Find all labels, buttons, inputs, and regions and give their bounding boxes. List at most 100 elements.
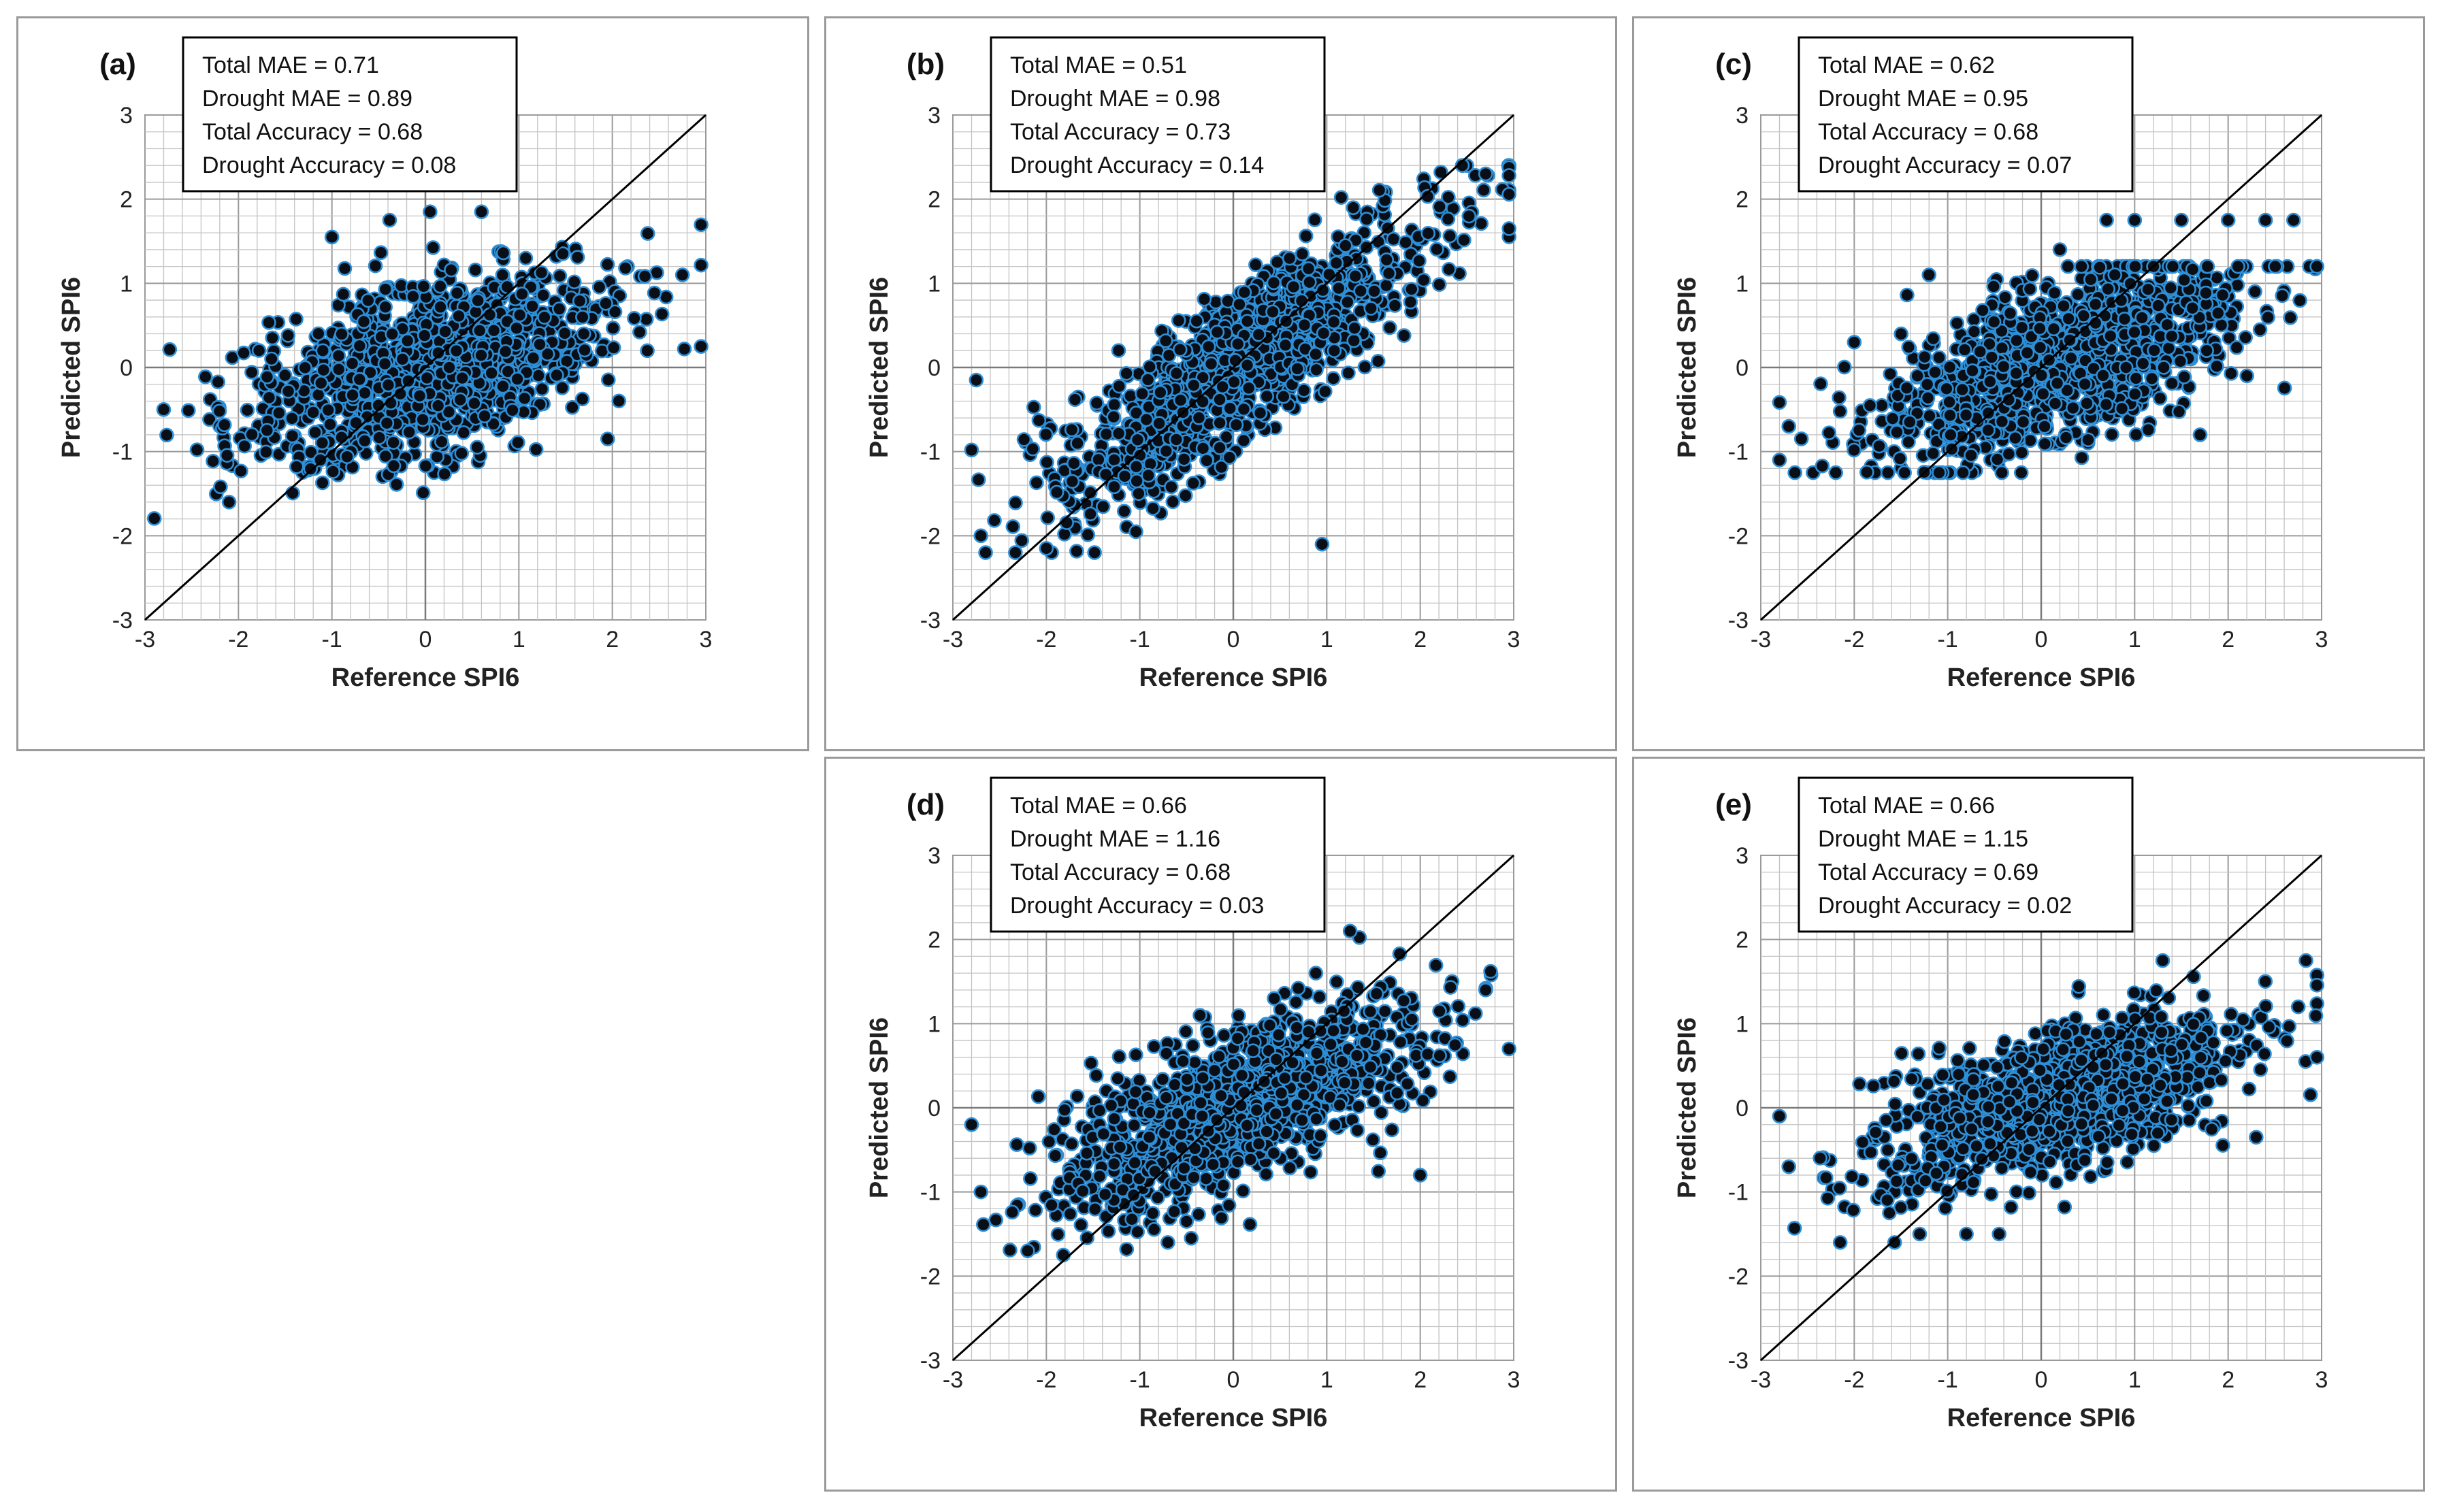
data-point [2134,310,2149,325]
data-point [1396,993,1412,1008]
data-point [598,296,613,311]
data-point [1994,323,2009,339]
panel-b: -3 -3 -2 -2 -1 -1 0 0 1 1 2 2 3 3 Reference SPI6 Predic… [824,16,1617,751]
chart-b-x-tick-label: 2 [1414,627,1427,653]
data-point [357,433,372,448]
data-point [1862,398,1878,413]
data-point [1176,452,1192,467]
data-point [1901,340,1917,355]
chart-a-x-tick-label: 1 [513,627,525,653]
data-point [2141,282,2156,297]
data-point [591,280,607,295]
data-point [2001,446,2017,462]
data-point [2118,360,2134,375]
data-point [216,417,232,433]
data-point [1239,314,1255,329]
data-point [528,442,544,457]
data-point [377,356,393,372]
data-point [1390,1059,1405,1075]
data-point [1222,450,1237,465]
data-point [1258,1166,1273,1182]
data-point [2210,306,2226,321]
chart-b-x-tick-label: -1 [1130,627,1150,653]
data-point [1003,1243,1018,1258]
data-point [1064,1136,1079,1151]
data-point [324,229,340,245]
data-point [2022,281,2038,297]
data-point [2047,396,2063,411]
data-point [378,299,393,314]
data-point [2127,325,2142,340]
data-point [189,442,205,457]
data-point [1441,190,1456,205]
data-point [1367,284,1382,299]
data-point [1922,408,1937,423]
data-point [1433,165,1448,180]
data-point [2123,276,2138,291]
data-point [315,343,331,359]
data-point [1832,404,1848,419]
data-point [212,404,227,418]
data-point [181,403,196,418]
data-point [385,327,400,342]
data-point [1239,357,1255,373]
data-point [566,274,582,290]
data-point [632,325,647,340]
data-point [1236,401,1252,417]
data-point [434,434,449,449]
data-point [1893,326,1908,342]
panel-d: -3 -3 -2 -2 -1 -1 0 0 1 1 2 2 3 3 Reference SPI6 Predic… [824,757,1617,1492]
data-point [233,463,248,479]
data-point [1415,1093,1431,1108]
data-point [379,415,395,431]
chart-d-x-axis-title: Reference SPI6 [1139,1404,1328,1432]
data-point [1212,440,1227,455]
data-point [674,267,690,282]
data-point [1295,246,1310,261]
data-point [1932,465,1947,480]
data-point [1949,316,1965,331]
data-point [1381,265,1397,281]
data-point [383,395,398,411]
data-point [1983,374,1998,389]
data-point [1880,465,1896,480]
data-point [1111,426,1126,441]
data-point [1483,964,1498,979]
data-point [1917,349,1932,365]
data-point [1069,544,1084,559]
data-point [1212,1049,1226,1064]
data-point [1847,442,1862,458]
data-point [210,374,226,390]
panel-a: -3 -3 -2 -2 -1 -1 0 0 1 1 2 2 3 3 Reference SPI6 Predic… [16,16,809,751]
data-point [2239,368,2254,384]
data-point [1282,1160,1297,1176]
data-point [1815,458,1830,474]
data-point [1008,545,1023,560]
data-point [2164,376,2179,391]
data-point [316,362,331,378]
data-point [512,308,527,323]
data-point [509,321,524,336]
data-point [1099,427,1114,442]
data-point [1286,279,1301,295]
data-point [1297,317,1312,333]
data-point [484,365,499,381]
chart-c-y-tick-label: 3 [1736,103,1749,129]
data-point [442,360,457,375]
data-point [1379,252,1395,267]
data-point [1329,974,1344,989]
data-point [272,406,287,421]
data-point [969,372,984,388]
chart-d-y-tick-label: 2 [928,927,941,953]
data-point [1172,342,1188,357]
data-point [1373,1145,1388,1161]
data-point [1308,346,1323,362]
data-point [1501,168,1516,183]
data-point [1212,415,1227,431]
data-point [1040,510,1056,525]
chart-c-panel-label: (c) [1715,48,1752,81]
data-point [1341,365,1356,380]
data-point [540,346,555,362]
data-point [1397,328,1412,343]
data-point [444,262,459,278]
